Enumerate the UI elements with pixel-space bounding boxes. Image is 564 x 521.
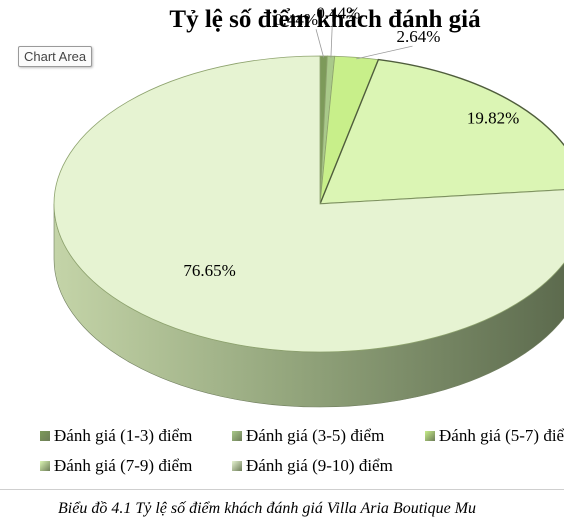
legend-swatch: [40, 461, 50, 471]
legend-item[interactable]: Đánh giá (3-5) điểm: [232, 426, 384, 446]
legend-item[interactable]: Đánh giá (5-7) điểm: [425, 426, 564, 446]
pie-slice[interactable]: [53, 55, 564, 353]
legend-item[interactable]: Đánh giá (9-10) điểm: [232, 456, 393, 476]
slice-value-label: 0.44%: [316, 3, 360, 22]
leader-line: [330, 22, 333, 58]
slice-value-label: 2.64%: [397, 27, 441, 46]
legend-swatch: [40, 431, 50, 441]
slice-value-label: 0.44%: [274, 10, 318, 29]
slice-value-label: 19.82%: [467, 108, 519, 127]
legend-label: Đánh giá (5-7) điểm: [439, 426, 564, 445]
leader-line: [315, 29, 325, 58]
legend-label: Đánh giá (1-3) điểm: [54, 426, 193, 445]
figure-caption: Biểu đồ 4.1 Tỷ lệ số điểm khách đánh giá…: [58, 500, 477, 517]
chart-title: Tỷ lệ số điểm khách đánh giá: [169, 6, 481, 33]
legend-swatch: [232, 461, 242, 471]
legend-label: Đánh giá (9-10) điểm: [246, 456, 393, 475]
legend-item[interactable]: Đánh giá (7-9) điểm: [40, 456, 192, 476]
legend-label: Đánh giá (3-5) điểm: [246, 426, 385, 445]
slice-value-label: 76.65%: [183, 261, 235, 280]
legend-label: Đánh giá (7-9) điểm: [54, 456, 193, 475]
caption-divider: [0, 489, 564, 490]
legend-swatch: [232, 431, 242, 441]
chart-area-tooltip: Chart Area: [18, 46, 93, 67]
leader-line: [356, 45, 413, 60]
legend-item[interactable]: Đánh giá (1-3) điểm: [40, 426, 192, 446]
pie-chart[interactable]: 0.44%0.44% 2.64% 19.82% 76.65%: [0, 0, 564, 420]
pie-slice[interactable]: [318, 58, 564, 205]
legend-swatch: [425, 431, 435, 441]
